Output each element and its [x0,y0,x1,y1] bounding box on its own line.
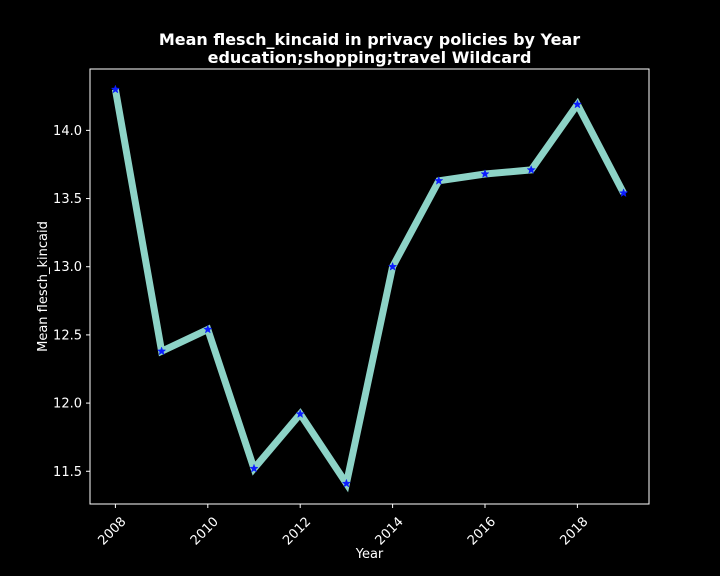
x-axis-label: Year [355,547,384,562]
plot-area [110,84,629,493]
data-point-2009 [156,346,167,356]
data-point-2016 [480,169,490,178]
data-point-2011 [249,463,259,473]
data-point-2010 [203,324,213,334]
data-point-2017 [526,164,536,174]
data-point-2014 [387,261,398,271]
y-axis-label: Mean flesch_kincaid [36,221,51,352]
y-axis: 11.5 12.0 12.5 13.0 13.5 14.0 [53,124,90,480]
data-point-2019 [618,188,629,198]
data-point-2015 [434,175,444,185]
y-tick-label: 12.0 [53,397,82,412]
plot-frame [89,68,650,505]
chart-title-line-2: education;shopping;travel Wildcard [208,48,532,67]
series-line [111,88,627,493]
chart-title-line-1: Mean flesch_kincaid in privacy policies … [159,30,580,49]
data-point-2008 [110,84,121,94]
data-point-2018 [572,99,583,109]
y-tick-label: 12.5 [53,328,82,343]
y-tick-label: 14.0 [53,124,82,139]
data-point-2012 [295,409,305,418]
y-tick-label: 13.0 [53,260,82,275]
data-point-2013 [341,478,352,488]
y-tick-label: 11.5 [53,465,82,480]
y-tick-label: 13.5 [53,192,82,207]
